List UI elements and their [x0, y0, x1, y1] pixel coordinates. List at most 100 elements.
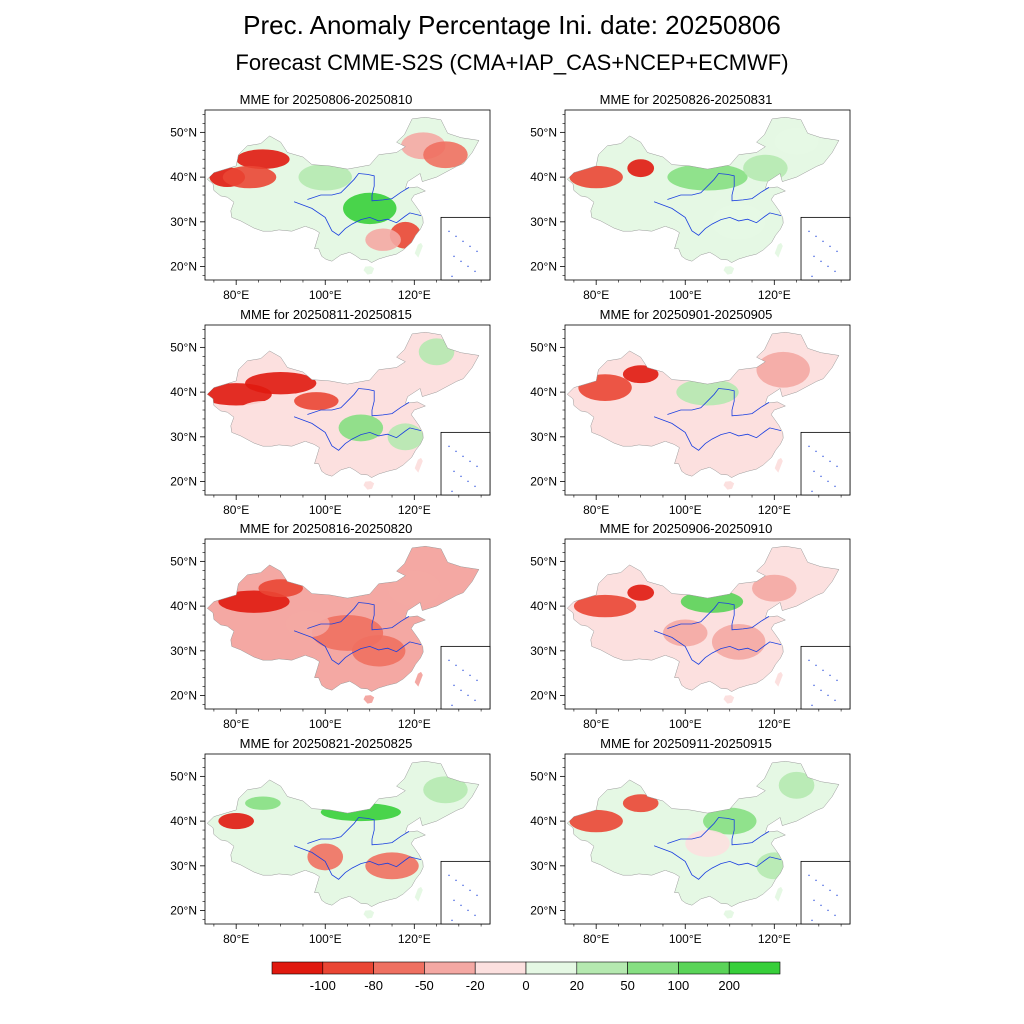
- china-border: [206, 116, 480, 263]
- colorbar-label: 0: [522, 978, 529, 993]
- panel-title: MME for 20250826-20250831: [599, 92, 773, 107]
- lon-tick-label: 100°E: [669, 932, 702, 946]
- lat-tick-label: 50°N: [530, 340, 557, 354]
- yangtze-river: [293, 201, 422, 236]
- panel-title: MME for 20250816-20250820: [239, 521, 413, 536]
- panel-title: MME for 20250906-20250910: [599, 521, 773, 536]
- lat-tick-label: 50°N: [170, 554, 197, 568]
- map-panel: 50°N 40°N 30°N 20°N 80°E 100°E 120°E MME for 2…: [150, 92, 502, 302]
- yellow-river: [307, 602, 410, 631]
- yellow-river: [667, 173, 770, 202]
- lat-tick-label: 50°N: [170, 340, 197, 354]
- yellow-river: [307, 388, 410, 417]
- colorbar-segment: [271, 961, 324, 975]
- lat-tick-label: 40°N: [170, 599, 197, 613]
- colorbar-label: -80: [364, 978, 383, 993]
- map-panel: 50°N 40°N 30°N 20°N 80°E 100°E 120°E MME for 2…: [510, 521, 862, 731]
- lon-tick-label: 80°E: [223, 288, 249, 302]
- colorbar-label: 50: [620, 978, 634, 993]
- map-graphic: 50°N 40°N 30°N 20°N 80°E 100°E 120°E: [530, 109, 851, 302]
- lat-tick-label: 50°N: [530, 554, 557, 568]
- lon-tick-label: 120°E: [398, 288, 431, 302]
- colorbar-segment: [576, 961, 628, 975]
- china-border: [206, 760, 480, 907]
- panel-title: MME for 20250811-20250815: [240, 307, 412, 322]
- lon-tick-label: 100°E: [669, 288, 702, 302]
- china-border: [566, 545, 840, 692]
- lat-tick-label: 50°N: [530, 769, 557, 783]
- lat-tick-label: 30°N: [530, 430, 557, 444]
- map-panel: 50°N 40°N 30°N 20°N 80°E 100°E 120°E MME for 2…: [510, 307, 862, 517]
- lat-tick-label: 30°N: [530, 859, 557, 873]
- colorbar-segment: [373, 961, 425, 975]
- colorbar-label: 200: [718, 978, 740, 993]
- yellow-river: [667, 817, 770, 846]
- map-panel: 50°N 40°N 30°N 20°N 80°E 100°E 120°E MME for 2…: [150, 307, 502, 517]
- yangtze-river: [653, 845, 782, 880]
- yangtze-river: [293, 630, 422, 665]
- yangtze-river: [653, 416, 782, 451]
- yangtze-river: [293, 845, 422, 880]
- lon-tick-label: 80°E: [583, 503, 609, 517]
- lon-tick-label: 120°E: [758, 503, 791, 517]
- map-panel: 50°N 40°N 30°N 20°N 80°E 100°E 120°E MME for 2…: [510, 736, 862, 946]
- panel-title: MME for 20250901-20250905: [599, 307, 773, 322]
- colorbar-segment: [728, 961, 781, 975]
- lon-tick-label: 100°E: [669, 503, 702, 517]
- lat-tick-label: 20°N: [170, 260, 197, 274]
- colorbar-label: -100: [310, 978, 336, 993]
- lon-tick-label: 100°E: [309, 717, 342, 731]
- south-china-sea-inset: [800, 431, 851, 496]
- lat-tick-label: 20°N: [530, 904, 557, 918]
- lon-tick-label: 80°E: [583, 717, 609, 731]
- lon-tick-label: 100°E: [669, 717, 702, 731]
- colorbar-label: 20: [570, 978, 584, 993]
- lat-tick-label: 20°N: [170, 475, 197, 489]
- china-border: [566, 331, 840, 478]
- lat-tick-label: 30°N: [530, 644, 557, 658]
- map-panel: 50°N 40°N 30°N 20°N 80°E 100°E 120°E MME for 2…: [150, 521, 502, 731]
- colorbar-segment: [474, 961, 527, 975]
- lat-tick-label: 40°N: [530, 385, 557, 399]
- lon-tick-label: 120°E: [758, 932, 791, 946]
- colorbar-segment: [424, 961, 476, 975]
- yellow-river: [667, 388, 770, 417]
- south-china-sea-inset: [800, 860, 851, 925]
- colorbar-segment: [678, 961, 730, 975]
- lon-tick-label: 80°E: [223, 503, 249, 517]
- lat-tick-label: 30°N: [170, 644, 197, 658]
- yellow-river: [667, 602, 770, 631]
- panel-title: MME for 20250911-20250915: [600, 736, 772, 751]
- panel-title: MME for 20250821-20250825: [239, 736, 413, 751]
- yellow-river: [307, 817, 410, 846]
- lat-tick-label: 30°N: [170, 859, 197, 873]
- lon-tick-label: 100°E: [309, 503, 342, 517]
- lat-tick-label: 50°N: [170, 769, 197, 783]
- lat-tick-label: 40°N: [170, 814, 197, 828]
- lat-tick-label: 20°N: [530, 689, 557, 703]
- map-graphic: 50°N 40°N 30°N 20°N 80°E 100°E 120°E: [170, 538, 491, 731]
- yangtze-river: [653, 630, 782, 665]
- lon-tick-label: 100°E: [309, 288, 342, 302]
- map-graphic: 50°N 40°N 30°N 20°N 80°E 100°E 120°E: [170, 109, 491, 302]
- lat-tick-label: 40°N: [530, 814, 557, 828]
- lat-tick-label: 30°N: [530, 215, 557, 229]
- china-border: [206, 331, 480, 478]
- colorbar-segment: [525, 961, 578, 975]
- lat-tick-label: 20°N: [170, 904, 197, 918]
- map-panel: 50°N 40°N 30°N 20°N 80°E 100°E 120°E MME for 2…: [510, 92, 862, 302]
- map-graphic: 50°N 40°N 30°N 20°N 80°E 100°E 120°E: [530, 324, 851, 517]
- south-china-sea-inset: [440, 645, 491, 710]
- south-china-sea-inset: [440, 431, 491, 496]
- lat-tick-label: 40°N: [170, 385, 197, 399]
- yangtze-river: [293, 416, 422, 451]
- colorbar-segment: [627, 961, 679, 975]
- lon-tick-label: 120°E: [758, 717, 791, 731]
- subtitle: Forecast CMME-S2S (CMA+IAP_CAS+NCEP+ECMW…: [235, 50, 789, 75]
- south-china-sea-inset: [440, 860, 491, 925]
- lon-tick-label: 100°E: [309, 932, 342, 946]
- lat-tick-label: 40°N: [530, 599, 557, 613]
- yangtze-river: [653, 201, 782, 236]
- china-border: [566, 116, 840, 263]
- map-graphic: 50°N 40°N 30°N 20°N 80°E 100°E 120°E: [170, 753, 491, 946]
